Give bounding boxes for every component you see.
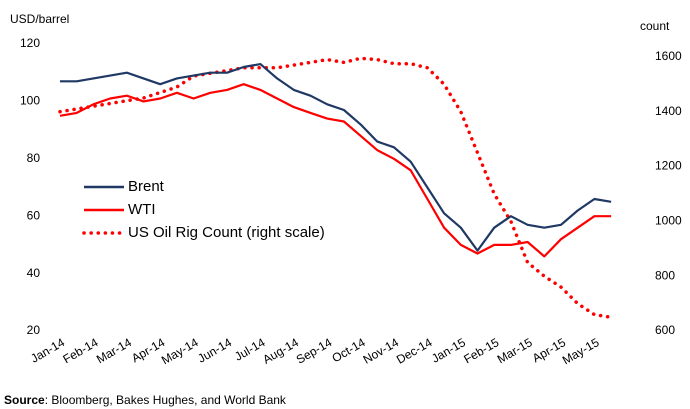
y-tick-label: 60 bbox=[27, 208, 41, 222]
source-label: Source bbox=[4, 393, 45, 407]
source: Source: Bloomberg, Bakes Hughes, and Wor… bbox=[4, 393, 287, 407]
x-tick-label: Mar-15 bbox=[495, 335, 535, 366]
legend-label: WTI bbox=[128, 201, 156, 218]
series-line bbox=[58, 56, 613, 320]
x-tick-label: Jan-14 bbox=[28, 335, 67, 366]
legend-label: US Oil Rig Count (right scale) bbox=[128, 224, 325, 241]
y2-tick-label: 1600 bbox=[655, 49, 682, 63]
y-tick-label: 120 bbox=[20, 36, 40, 50]
x-tick-label: May-15 bbox=[560, 335, 602, 367]
y2-tick-label: 800 bbox=[655, 268, 675, 282]
x-tick-label: Aug-14 bbox=[260, 335, 301, 367]
x-tick-label: Jan-15 bbox=[429, 335, 468, 366]
y-tick-label: 40 bbox=[27, 266, 41, 280]
series-line bbox=[60, 62, 612, 252]
y-axis-title: USD/barrel bbox=[10, 12, 69, 26]
x-tick-label: Feb-15 bbox=[461, 335, 501, 366]
y-tick-label: 100 bbox=[20, 94, 40, 108]
y2-tick-label: 1400 bbox=[655, 104, 682, 118]
legend-label: Brent bbox=[128, 178, 165, 195]
y2-tick-label: 1200 bbox=[655, 159, 682, 173]
y-tick-label: 20 bbox=[27, 323, 41, 337]
y-tick-label: 80 bbox=[27, 151, 41, 165]
y2-axis-title: count bbox=[640, 19, 670, 33]
x-tick-label: Nov-14 bbox=[361, 335, 402, 367]
x-tick-label: Feb-14 bbox=[61, 335, 101, 366]
x-tick-label: Oct-14 bbox=[329, 335, 367, 365]
series-line bbox=[59, 83, 612, 258]
y2-tick-label: 600 bbox=[655, 323, 675, 337]
x-tick-label: Jun-14 bbox=[195, 335, 234, 366]
x-tick-label: Mar-14 bbox=[94, 335, 134, 366]
source-text: : Bloomberg, Bakes Hughes, and World Ban… bbox=[45, 393, 287, 407]
x-tick-label: Dec-14 bbox=[394, 335, 435, 367]
x-tick-label: Sep-14 bbox=[294, 335, 335, 367]
x-tick-label: May-14 bbox=[159, 335, 201, 367]
y2-tick-label: 1000 bbox=[655, 214, 682, 228]
